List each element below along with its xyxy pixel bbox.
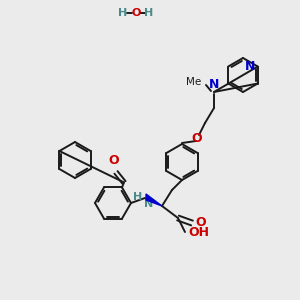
Text: O: O (131, 8, 141, 18)
Text: H: H (133, 192, 142, 202)
Text: N: N (144, 199, 153, 209)
Text: O: O (195, 217, 206, 230)
Text: OH: OH (188, 226, 209, 239)
Text: Me: Me (186, 77, 201, 87)
Text: H: H (118, 8, 127, 18)
Text: N: N (245, 60, 256, 73)
Text: O: O (192, 131, 202, 145)
Polygon shape (146, 194, 162, 206)
Text: O: O (109, 154, 119, 167)
Text: H: H (144, 8, 154, 18)
Text: N: N (209, 78, 219, 91)
